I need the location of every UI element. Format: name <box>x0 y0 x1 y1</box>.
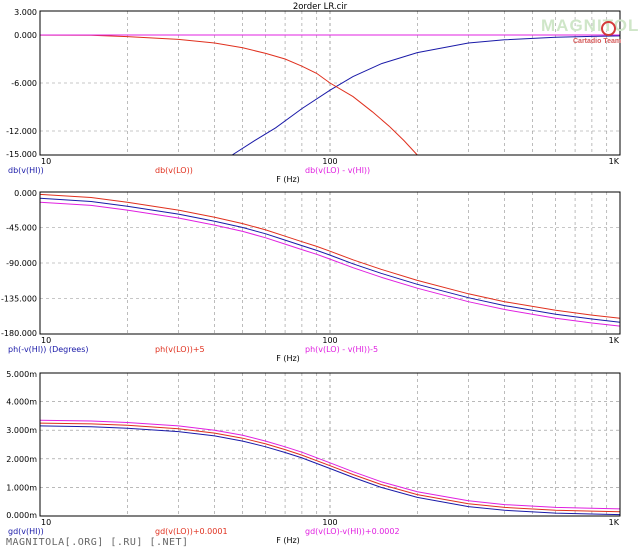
legend-entry: ph(v(LO) - v(HI))-5 <box>305 345 378 354</box>
y-tick-label: 3.000m <box>6 426 37 435</box>
y-tick-label: -135.000 <box>1 295 37 304</box>
chart-title: 2order LR.cir <box>293 2 348 12</box>
legend-entry: gd(v(LO)-v(HI))+0.0002 <box>305 527 400 536</box>
x-tick-label: 100 <box>322 336 337 345</box>
x-tick-label: 10 <box>41 157 51 166</box>
series-line-ph-v-lo-5 <box>39 193 621 319</box>
x-tick-label: 1K <box>609 157 620 166</box>
logo-ring-icon <box>601 21 616 36</box>
y-tick-label: -45.000 <box>6 224 37 233</box>
legend-entry: gd(v(LO))+0.0001 <box>155 527 228 536</box>
legend-entry: db(v(HI)) <box>8 166 44 175</box>
y-tick-label: -6.000 <box>11 79 37 88</box>
x-axis-label: F (Hz) <box>276 354 300 363</box>
y-tick-label: -15.000 <box>6 150 37 159</box>
y-tick-label: 0.000 <box>14 189 37 198</box>
series-line-gd-v-lo-v-hi-0-0002 <box>39 419 621 510</box>
x-tick-label: 100 <box>322 157 337 166</box>
series-line-ph-v-hi-degrees- <box>39 197 621 323</box>
series-line-db-v-hi- <box>231 35 621 156</box>
plot-frame-3 <box>39 372 621 517</box>
legend-entry: ph(-v(HI)) (Degrees) <box>8 345 88 354</box>
x-tick-label: 10 <box>41 336 51 345</box>
plot-frame-2 <box>39 191 621 335</box>
x-axis-label: F (Hz) <box>276 536 300 545</box>
y-tick-label: 2.000m <box>6 455 37 464</box>
y-tick-label: 3.000 <box>14 8 37 17</box>
plot-frame-1 <box>39 10 621 156</box>
x-tick-label: 100 <box>322 518 337 527</box>
logo-subtitle: Cartadio Team <box>573 38 622 45</box>
y-tick-label: 0.000 <box>14 31 37 40</box>
y-tick-label: -90.000 <box>6 259 37 268</box>
y-tick-label: -12.000 <box>6 127 37 136</box>
y-tick-label: -180.000 <box>1 329 37 338</box>
x-tick-label: 10 <box>41 518 51 527</box>
x-tick-label: 1K <box>609 336 620 345</box>
y-tick-label: 0.000m <box>6 511 37 520</box>
series-line-gd-v-hi- <box>39 425 621 516</box>
legend-entry: ph(v(LO))+5 <box>155 345 205 354</box>
legend-entry: db(v(LO)) <box>155 166 193 175</box>
y-tick-label: 1.000m <box>6 483 37 492</box>
series-line-gd-v-lo-0-0001 <box>39 422 621 513</box>
plot-area-3 <box>40 373 620 516</box>
legend-entry: gd(v(HI)) <box>8 527 44 536</box>
magnitola-logo: MAGNITOLA Cartadio Team <box>541 16 640 50</box>
footer-watermark: MAGNITOLA[.ORG] [.RU] [.NET] <box>6 537 189 548</box>
series-line-db-v-lo- <box>39 34 418 156</box>
legend-entry: db(v(LO) - v(HI)) <box>305 166 370 175</box>
y-tick-label: 4.000m <box>6 398 37 407</box>
x-axis-label: F (Hz) <box>276 175 300 184</box>
y-tick-label: 5.000m <box>6 370 37 379</box>
series-line-ph-v-lo-v-hi-5 <box>39 201 621 327</box>
logo-wordmark: MAGNITOLA <box>541 16 640 35</box>
x-tick-label: 1K <box>609 518 620 527</box>
